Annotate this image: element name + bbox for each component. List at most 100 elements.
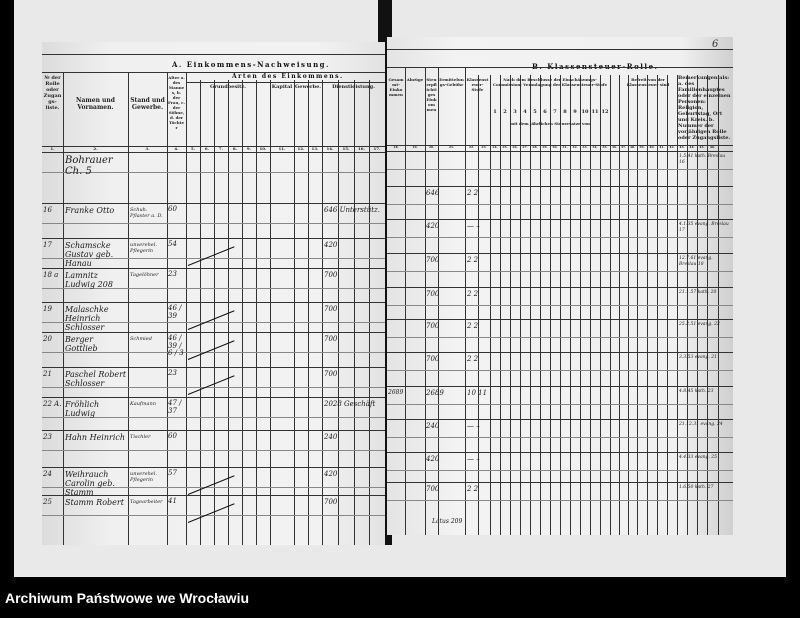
column-number: 2.	[93, 146, 98, 151]
rule	[387, 67, 733, 68]
entry-age: 41	[168, 497, 177, 505]
row-divider	[42, 430, 385, 431]
column-number: 42.	[669, 145, 675, 149]
entry-tax-stage: 2 2	[467, 355, 479, 363]
row-divider	[387, 219, 733, 220]
entry-name: Hahn Heinrich	[65, 433, 126, 442]
entry-age: 23	[168, 369, 177, 377]
column-number: 31.	[562, 145, 568, 149]
column-header: Klassensteuer-Stufe	[466, 77, 489, 92]
column-number: 10.	[259, 146, 267, 151]
column-number: 16.	[358, 146, 365, 151]
entry-stand: unverehel. Pflegerin	[130, 471, 157, 483]
entry-number: 21	[43, 370, 52, 378]
row-divider	[387, 287, 733, 288]
column-header: Alter a. des Mannes, b. der Frau, c. der…	[168, 75, 185, 130]
entry-stand: Tagelöhner	[130, 272, 159, 278]
entry-number: 19	[43, 305, 52, 313]
row-subdivider	[387, 437, 733, 438]
column-number: 43.	[679, 145, 685, 149]
column-divider	[438, 67, 439, 535]
stage-number: 6	[543, 109, 547, 115]
entry-income: 646 Unterstütz.	[324, 206, 380, 214]
column-number: 18.	[393, 145, 399, 149]
column-group-header: Dienstleistung.	[332, 84, 375, 90]
entry-age: 23	[168, 270, 177, 278]
column-number: 8.	[232, 146, 238, 151]
entry-age: 60	[168, 432, 177, 440]
stage-number: 11	[591, 109, 599, 115]
archive-watermark: Archiwum Państwowe we Wrocławiu	[5, 590, 250, 606]
entry-name: Stamm Robert	[65, 498, 124, 507]
column-divider	[405, 67, 406, 535]
entry-name: Berger Gottlieb	[65, 335, 98, 353]
row-divider	[387, 482, 733, 483]
column-header: Bemerkungen als: a. des Familienhauptes …	[678, 75, 731, 141]
entry-income: 700	[324, 271, 338, 279]
row-divider	[387, 386, 733, 387]
entry-remark: 1.6.50 kath. 27	[679, 485, 714, 490]
entry-name: Bohrauer Ch. 5	[65, 155, 113, 177]
column-divider	[294, 80, 295, 545]
entry-remark: 12.7.61 evang. Breslau 18	[679, 256, 713, 267]
column-number: 20.	[428, 145, 435, 149]
column-number: 6.	[204, 146, 210, 151]
row-divider	[42, 268, 385, 269]
column-divider	[465, 67, 466, 535]
column-number: 27.	[522, 145, 528, 149]
column-number: 46.	[709, 145, 716, 149]
entry-age: 57	[168, 469, 177, 477]
entry-number: 17	[43, 241, 52, 249]
entry-stand: Schmied	[130, 336, 152, 342]
row-divider	[42, 152, 385, 153]
column-number: 40.	[649, 145, 655, 149]
column-number: 19.	[412, 145, 418, 149]
column-number: 34.	[592, 145, 598, 149]
column-number: 7.	[218, 146, 224, 151]
entry-taxable: 700	[426, 322, 440, 330]
entry-income: 2028 Geschäft	[324, 400, 376, 408]
entry-age: 46 / 39	[168, 304, 182, 320]
column-header: Steuerpflichtiges Einkommen	[426, 77, 437, 112]
column-number: 24.	[492, 145, 498, 149]
entry-number: 24	[43, 470, 52, 478]
row-subdivider	[42, 322, 385, 323]
entry-stand: Schuh. Pflaster a. D.	[130, 207, 163, 219]
summary-label: Latus 209	[432, 518, 463, 525]
entry-number: 22 A.	[43, 400, 62, 408]
entry-number: 20	[43, 335, 52, 343]
column-header: Befreit von der Klassensteuer sind	[626, 77, 670, 87]
entry-income: 700	[324, 370, 338, 378]
column-number: 3.	[145, 146, 150, 151]
column-divider	[338, 80, 339, 545]
entry-tax-stage: — –	[467, 422, 480, 430]
entry-income: 420	[324, 241, 338, 249]
stage-number: 1	[493, 109, 497, 115]
stage-number: 3	[513, 109, 517, 115]
column-group-header: Gewerbe.	[295, 84, 321, 90]
left-page-einkommens-nachweisung: A. Einkommens-Nachweisung. Arten des Ein…	[42, 42, 385, 545]
column-divider	[128, 72, 129, 545]
column-group-header: Kapital	[271, 84, 293, 90]
entry-remark: 4.8.45 kath. 23	[679, 389, 714, 394]
entry-tax-stage: — –	[467, 455, 480, 463]
column-header: Stand und Gewerbe.	[130, 97, 165, 111]
entry-taxable: 420	[426, 222, 440, 230]
row-divider	[42, 238, 385, 239]
entry-income: 700	[324, 305, 338, 313]
stage-number: 5	[533, 109, 537, 115]
entry-name: Paschel Robert Schlosser	[65, 370, 127, 388]
left-page-subtitle: Arten des Einkommens.	[232, 73, 344, 80]
entry-number: 23	[43, 433, 52, 441]
column-header: mit dem jährlichen Steuersatze von	[510, 121, 590, 126]
entry-taxable: 700	[426, 256, 440, 264]
entry-stand: unverehel. Pflegerin	[130, 242, 157, 254]
row-divider	[387, 352, 733, 353]
column-divider	[256, 80, 257, 545]
column-header: Ermittelungs-Gebühr	[439, 77, 464, 87]
stage-number: 8	[563, 109, 567, 115]
row-divider	[42, 302, 385, 303]
entry-remark: 21.1.57 kath. 20	[679, 290, 717, 295]
stage-number: 4	[523, 109, 527, 115]
entry-tax-stage: 2 2	[467, 256, 479, 264]
